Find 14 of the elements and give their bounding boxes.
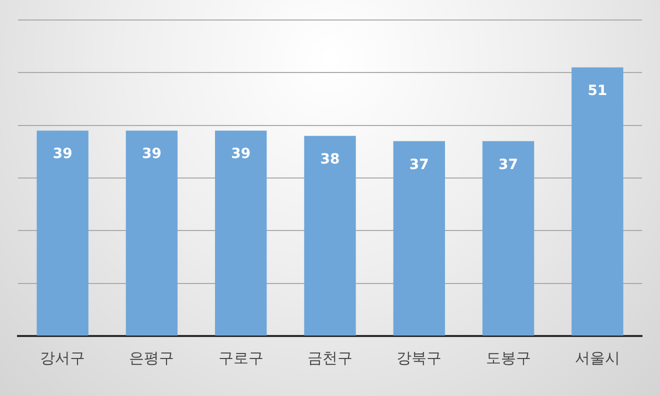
data-label: 39 [142,146,162,162]
data-label: 38 [320,152,340,168]
x-tick-label: 도봉구 [486,348,531,367]
x-tick-label: 서울시 [574,348,620,367]
data-label: 39 [231,146,251,162]
data-label: 37 [409,156,429,173]
x-tick-label: 은평구 [129,348,174,367]
data-label: 51 [588,83,608,100]
x-tick-label: 강북구 [396,348,442,367]
x-tick-label: 강서구 [40,348,86,367]
x-tick-label: 금천구 [308,348,352,367]
x-tick-label: 구로구 [218,348,264,367]
data-label: 37 [498,156,518,173]
data-label: 39 [52,146,72,162]
